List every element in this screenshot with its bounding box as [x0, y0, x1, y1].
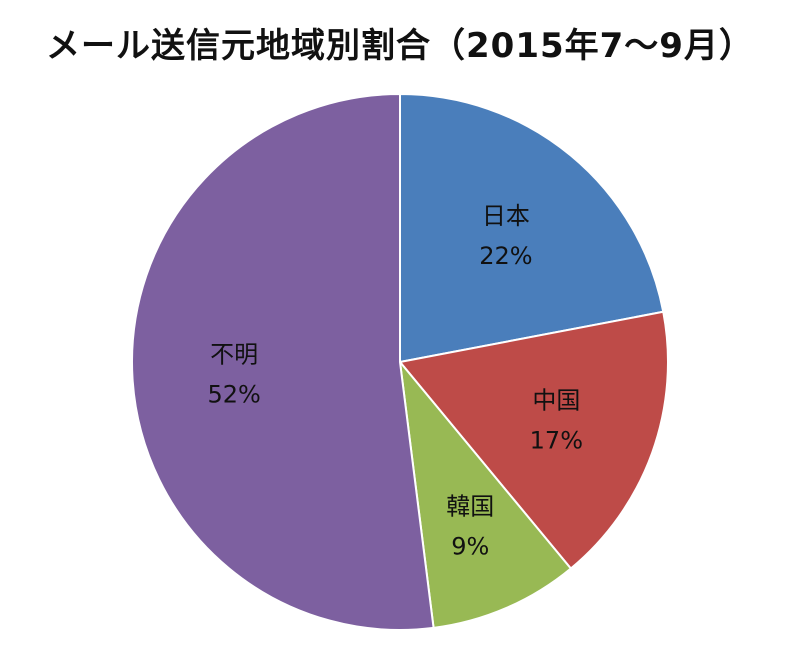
chart-title: メール送信元地域別割合（2015年7～9月）: [46, 26, 754, 66]
slice-category-label: 中国: [532, 386, 580, 414]
slice-value-label: 9%: [451, 532, 489, 560]
slice-value-label: 17%: [530, 426, 583, 454]
slice-category-label: 韓国: [446, 492, 494, 520]
slice-value-label: 22%: [479, 242, 532, 270]
pie-slice-2: [398, 358, 573, 630]
pie-slice-0: [399, 92, 665, 364]
pie-labels: 日本 22% 中国 17% 韓国 9% 不明 52%: [207, 202, 583, 560]
slice-value-label: 52%: [207, 380, 260, 408]
pie-slice-3: [131, 92, 435, 631]
pie-slice-1: [398, 310, 669, 570]
slice-category-label: 不明: [210, 340, 258, 368]
pie-slices: [131, 92, 669, 631]
slice-category-label: 日本: [482, 202, 530, 230]
